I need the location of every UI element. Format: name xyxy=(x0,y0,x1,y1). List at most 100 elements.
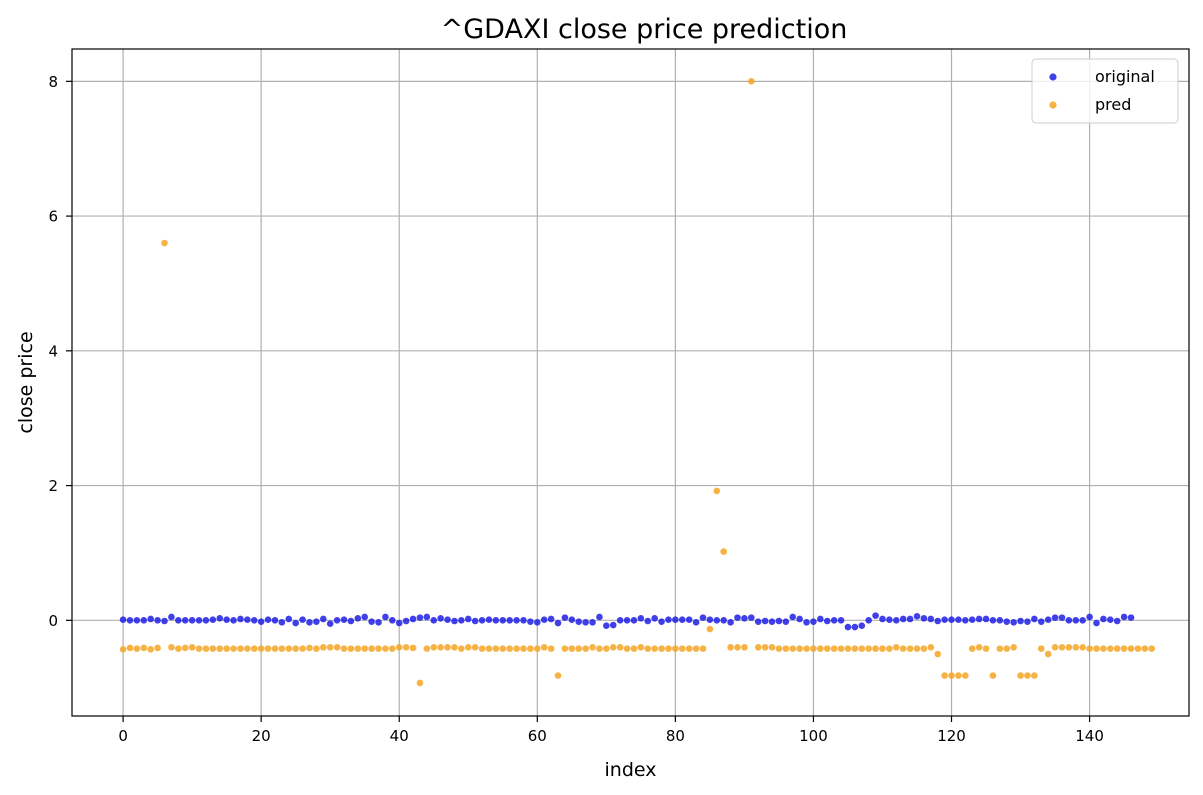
point-pred xyxy=(962,672,969,679)
point-pred xyxy=(1113,645,1121,652)
point-pred xyxy=(623,645,631,652)
point-pred xyxy=(1127,645,1135,652)
point-original xyxy=(126,617,134,624)
point-pred xyxy=(333,643,341,651)
point-pred xyxy=(250,645,258,652)
point-original xyxy=(423,613,431,621)
point-pred xyxy=(775,645,783,652)
point-original xyxy=(416,614,424,621)
point-pred xyxy=(1093,645,1100,652)
point-pred xyxy=(948,672,955,679)
point-pred xyxy=(713,487,721,495)
point-pred xyxy=(554,672,562,679)
point-pred xyxy=(347,645,355,652)
point-original xyxy=(968,616,976,623)
point-pred xyxy=(168,643,175,651)
point-original xyxy=(520,617,527,624)
point-pred xyxy=(154,644,161,652)
point-pred xyxy=(851,645,859,652)
point-pred xyxy=(616,643,624,651)
point-original xyxy=(596,613,603,621)
point-pred xyxy=(264,645,272,652)
point-original xyxy=(637,615,645,622)
point-pred xyxy=(989,672,997,679)
point-original xyxy=(554,619,562,627)
point-pred xyxy=(389,645,396,652)
point-original xyxy=(906,615,914,623)
point-pred xyxy=(319,643,327,651)
legend-marker-original xyxy=(1049,73,1057,81)
point-pred xyxy=(1072,643,1080,651)
point-pred xyxy=(913,645,921,652)
point-pred xyxy=(202,645,210,652)
point-pred xyxy=(582,645,589,652)
point-original xyxy=(692,619,700,626)
point-pred xyxy=(1017,672,1024,679)
point-original xyxy=(899,615,907,623)
point-pred xyxy=(748,78,755,85)
point-pred xyxy=(665,645,672,652)
point-original xyxy=(444,616,451,623)
point-original xyxy=(665,616,672,623)
point-original xyxy=(223,616,230,623)
point-original xyxy=(161,617,168,625)
point-original xyxy=(823,617,831,625)
point-pred xyxy=(699,645,707,652)
point-original xyxy=(216,615,224,622)
point-pred xyxy=(872,645,879,652)
x-axis-label: index xyxy=(605,759,657,781)
point-original xyxy=(492,617,500,624)
point-pred xyxy=(865,645,872,652)
point-original xyxy=(761,617,769,625)
point-pred xyxy=(651,645,658,652)
point-pred xyxy=(437,643,444,651)
point-original xyxy=(347,617,355,625)
point-pred xyxy=(402,643,410,651)
point-pred xyxy=(1065,643,1073,651)
point-pred xyxy=(478,645,486,652)
point-pred xyxy=(423,645,431,652)
point-pred xyxy=(513,645,520,652)
point-pred xyxy=(485,645,493,652)
y-axis-label: close price xyxy=(15,331,37,433)
point-pred xyxy=(727,643,734,651)
point-original xyxy=(1024,618,1031,625)
point-pred xyxy=(672,645,679,652)
y-tick-label: 6 xyxy=(48,208,58,226)
point-original xyxy=(354,615,362,622)
point-original xyxy=(1072,617,1080,624)
point-pred xyxy=(741,643,748,651)
point-original xyxy=(499,617,507,624)
point-original xyxy=(561,614,569,621)
point-original xyxy=(803,619,810,626)
point-pred xyxy=(906,645,914,652)
point-pred xyxy=(899,645,907,652)
point-original xyxy=(1127,614,1135,621)
plot-frame xyxy=(71,48,1190,717)
point-original xyxy=(319,615,327,623)
point-pred xyxy=(1134,645,1142,652)
point-pred xyxy=(416,679,424,687)
point-original xyxy=(934,617,942,625)
point-original xyxy=(975,615,983,623)
point-original xyxy=(782,618,790,625)
point-original xyxy=(830,617,838,624)
point-original xyxy=(706,616,714,623)
point-pred xyxy=(299,645,306,652)
x-tick-label: 120 xyxy=(937,727,966,745)
point-original xyxy=(340,616,348,623)
point-pred xyxy=(368,645,375,652)
point-pred xyxy=(1148,645,1156,652)
point-pred xyxy=(996,645,1004,652)
point-original xyxy=(699,614,707,621)
point-original xyxy=(1051,614,1059,621)
point-pred xyxy=(285,645,293,652)
point-pred xyxy=(430,643,438,651)
point-pred xyxy=(375,645,382,652)
point-original xyxy=(147,615,155,623)
point-original xyxy=(175,617,182,624)
point-original xyxy=(886,616,893,623)
point-pred xyxy=(506,645,513,652)
point-pred xyxy=(596,645,603,652)
point-original xyxy=(306,619,313,626)
